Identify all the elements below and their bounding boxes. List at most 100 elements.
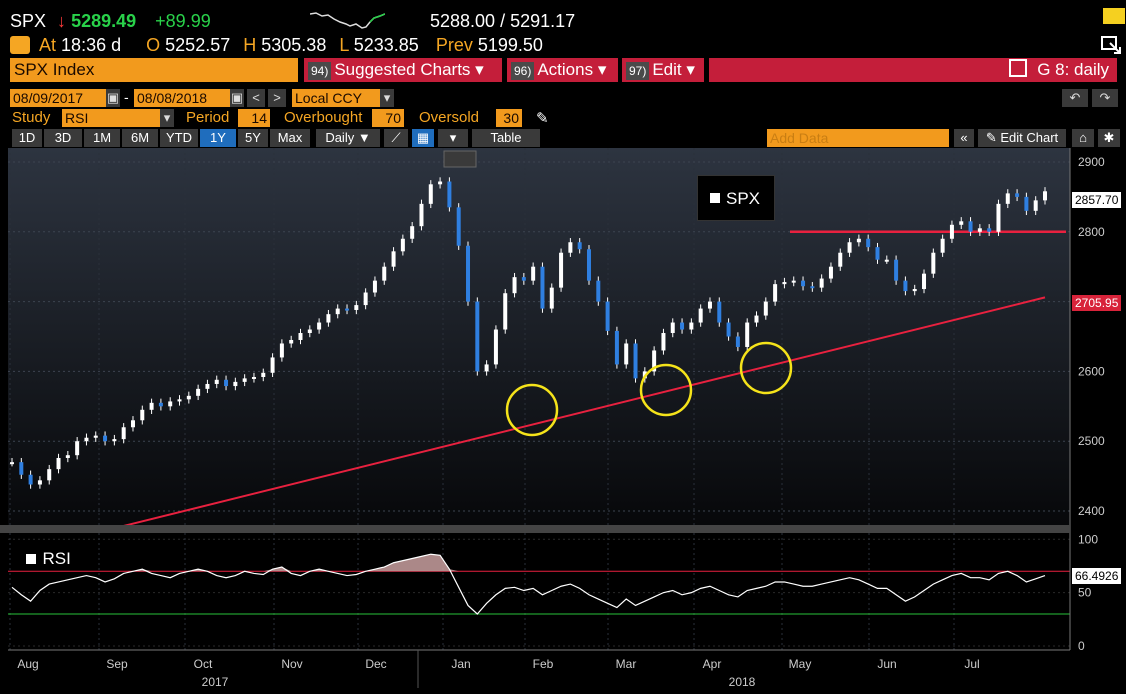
currency-select[interactable]: Local CCY [292,89,384,107]
period-tab-max[interactable]: Max [270,129,310,147]
period-tab-1m[interactable]: 1M [84,129,120,147]
suggested-charts-menu[interactable]: 94) Suggested Charts ▾ [304,58,502,82]
price-candle [856,238,861,243]
period-tab-1d[interactable]: 1D [12,129,42,147]
price-candle [717,301,722,323]
prev-range-button[interactable]: < [247,89,265,107]
price-candle [801,280,806,287]
period-tab-5y[interactable]: 5Y [238,129,268,147]
last-price-tag: 2857.70 [1072,192,1122,208]
price-candle [977,228,982,232]
price-candle [940,238,945,253]
price-candle [112,439,117,442]
price-candle [382,266,387,281]
price-candle [568,242,573,253]
price-candle [847,242,852,253]
menu-number: 97) [626,62,650,80]
oversold-field[interactable]: 30 [496,109,522,127]
price-candle [949,224,954,239]
end-date-field[interactable]: 08/08/2018 [134,89,234,107]
price-candle [456,207,461,246]
next-range-button[interactable]: > [268,89,286,107]
moving-average-line [121,296,1046,528]
price-candle [652,350,657,372]
price-candle [149,402,154,410]
open-value: 5252.57 [165,35,231,55]
chart-type-mini-icon[interactable] [443,150,477,168]
price-candle [307,329,312,334]
pencil-icon[interactable]: ✎ [536,110,549,127]
frequency-select[interactable]: Daily ▼ [316,129,380,147]
close-window-icon[interactable] [1103,8,1125,24]
start-date-field[interactable]: 08/09/2017 [10,89,110,107]
price-candle [186,395,191,400]
y-tick-label: 2800 [1078,225,1105,239]
price-candle [438,181,443,185]
line-chart-icon[interactable]: ▦ [412,129,434,147]
period-field[interactable]: 14 [238,109,270,127]
collapse-icon[interactable]: « [954,129,974,147]
month-tick-label: Jul [964,657,979,671]
period-tab-3d[interactable]: 3D [44,129,82,147]
ticker-symbol[interactable]: SPX [10,11,47,31]
add-data-field[interactable] [767,129,949,147]
price-candle [335,308,340,315]
price-candle [19,462,24,475]
overbought-label: Overbought [284,109,363,126]
legend-rsi: RSI [26,549,71,569]
price-candle [10,462,14,465]
price-candle [28,474,33,485]
edit-chart-label: Edit Chart [1000,130,1059,145]
price-candle [782,282,787,285]
price-candle [372,280,377,293]
chart-type-icon[interactable]: ⟋ [384,129,408,147]
table-button[interactable]: Table [472,129,540,147]
price-candle [763,301,768,316]
settings-gear-icon[interactable]: ✱ [1098,129,1120,147]
actions-menu[interactable]: 96) Actions ▾ [507,58,618,82]
rsi-tick-label: 0 [1078,639,1085,653]
annotate-icon[interactable]: ⌂ [1072,129,1094,147]
security-field[interactable]: SPX Index [10,58,298,82]
undo-button[interactable]: ↶ [1062,89,1088,107]
chart-options-dropdown[interactable]: ▾ [438,129,468,147]
period-tab-1y[interactable]: 1Y [200,129,236,147]
price-candle [577,242,582,250]
last-price: 5289.49 [71,11,137,31]
price-chart[interactable]: 240025002600270028002900050100AugSepOctN… [0,148,1126,694]
price-candle [922,273,927,290]
calendar-icon[interactable]: ▣ [106,89,120,107]
edit-menu[interactable]: 97) Edit ▾ [622,58,704,82]
ma-price-tag: 2705.95 [1072,295,1122,311]
menu-label: Suggested Charts ▾ [334,60,484,79]
redo-button[interactable]: ↷ [1092,89,1118,107]
month-tick-label: Apr [703,657,722,671]
study-select[interactable]: RSI [62,109,166,127]
price-candle [540,266,545,309]
y-tick-label: 2500 [1078,434,1105,448]
price-candle [633,343,638,379]
price-candle [103,435,108,442]
price-candle [196,388,201,396]
calendar-icon[interactable]: ▣ [230,89,244,107]
price-candle [959,221,964,225]
menu-label: Actions ▾ [537,60,607,79]
month-tick-label: Nov [281,657,302,671]
menu-label: Edit ▾ [652,60,695,79]
popout-icon[interactable] [1009,59,1028,77]
price-candle [773,284,778,302]
panel-divider[interactable] [0,525,1070,533]
study-dropdown-icon[interactable]: ▾ [160,109,174,127]
rsi-value-tag: 66.4926 [1072,568,1122,584]
expand-icon[interactable] [1100,34,1122,54]
overbought-field[interactable]: 70 [372,109,404,127]
edit-chart-button[interactable]: ✎ Edit Chart [978,129,1066,147]
currency-dropdown-icon[interactable]: ▾ [380,89,394,107]
price-candle [466,245,471,302]
price-candle [345,308,350,311]
period-tab-ytd[interactable]: YTD [160,129,198,147]
price-candle [819,278,824,288]
price-candle [233,381,238,387]
price-candle [326,314,331,323]
period-tab-6m[interactable]: 6M [122,129,158,147]
